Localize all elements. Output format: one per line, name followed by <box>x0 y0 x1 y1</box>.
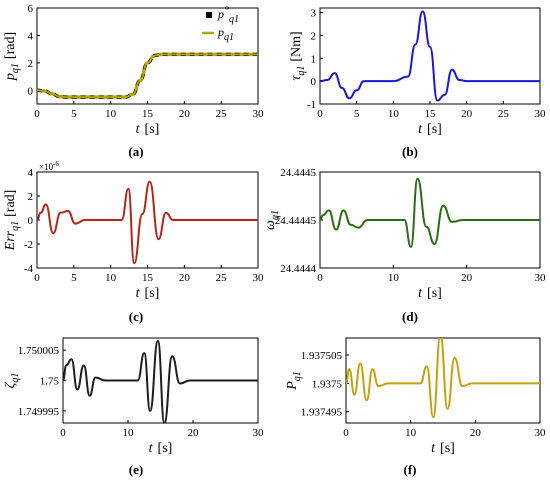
x-tick-label: 0 <box>34 272 40 284</box>
x-axis-label: t [s] <box>418 286 442 301</box>
x-tick-label: 15 <box>425 108 437 120</box>
panel-f: 0 10 20 30 1.937495 1.9375 1.937505 t [s] Pq1 (f) <box>285 337 547 477</box>
y-tick-label: 1.749995 <box>18 406 60 418</box>
x-tick-label: 20 <box>179 272 191 284</box>
series-line <box>320 177 540 248</box>
x-tick-label: 5 <box>71 272 77 284</box>
y-axis-label: ωq1 <box>263 210 281 230</box>
x-tick-label: 10 <box>105 272 117 284</box>
panel-label: (a) <box>128 144 143 159</box>
series-line <box>37 180 258 265</box>
x-axis-label: t [s] <box>136 122 160 137</box>
y-tick-label: 1.9375 <box>312 378 343 390</box>
x-tick-label: 25 <box>498 108 510 120</box>
y-tick-label: -2 <box>24 239 33 251</box>
x-tick-label: 10 <box>105 108 117 120</box>
panel-label: (c) <box>129 309 143 324</box>
y-axis-label: Pq1 <box>285 371 303 391</box>
y-tick-label: 3 <box>311 8 317 20</box>
x-tick-label: 20 <box>179 108 191 120</box>
x-tick-label: 30 <box>535 108 547 120</box>
x-tick-label: 20 <box>470 427 482 439</box>
x-tick-label: 25 <box>216 108 228 120</box>
y-tick-label: 24.4445 <box>280 167 316 179</box>
panel-label: (e) <box>129 462 143 477</box>
panel-label: (b) <box>402 144 418 159</box>
svg-text:τq1[Nm]: τq1[Nm] <box>289 31 307 80</box>
x-axis-label: t [s] <box>418 122 442 137</box>
x-tick-label: 5 <box>71 108 77 120</box>
x-tick-label: 0 <box>317 108 323 120</box>
panel-e: 0 10 20 30 1.749995 1.75 1.750005 t [s] ζq1 (e) <box>3 337 265 477</box>
y-tick-label: 1.937505 <box>301 350 343 362</box>
y-tick-label: 6 <box>28 3 34 15</box>
y-axis-label: Errq1[rad] <box>3 190 21 252</box>
y-axis-label: τq1[Nm] <box>289 31 307 80</box>
x-tick-label: 30 <box>253 272 265 284</box>
y-tick-label: -1 <box>307 99 316 111</box>
legend-marker <box>206 12 212 18</box>
x-tick-label: 30 <box>535 272 547 284</box>
svg-text:ωq1: ωq1 <box>263 210 281 230</box>
panel-label: (d) <box>402 309 418 324</box>
x-tick-label: 20 <box>461 272 473 284</box>
panel-d: 0 10 20 30 24.4444 24.44445 24.4445 t [s] ωq1 (d) <box>263 167 546 324</box>
x-axis-label: t [s] <box>136 286 160 301</box>
y-tick-label: 1.75 <box>40 376 60 388</box>
y-tick-label: 4 <box>28 167 34 179</box>
y-exponent-label: ×10-6 <box>39 160 59 172</box>
x-tick-label: 10 <box>405 427 417 439</box>
x-axis-label: t [s] <box>149 441 173 456</box>
svg-text:Errq1[rad]: Errq1[rad] <box>3 190 21 252</box>
y-tick-label: 1 <box>311 53 317 65</box>
y-tick-label: 2 <box>28 58 34 70</box>
x-tick-label: 30 <box>253 108 265 120</box>
y-axis-label: pq1[rad] <box>3 32 21 81</box>
x-tick-label: 15 <box>142 272 154 284</box>
x-tick-label: 10 <box>388 272 400 284</box>
series-line <box>63 340 258 423</box>
y-tick-label: 2 <box>311 30 317 42</box>
x-tick-label: 0 <box>34 108 40 120</box>
x-tick-label: 10 <box>123 427 135 439</box>
panel-c: 0 5 10 15 20 25 30 -4 -2 0 2 4 t [s] Errq1[rad] ×10-6 (c… <box>3 160 264 324</box>
y-tick-label: 1.937495 <box>301 407 343 419</box>
y-tick-label: 0 <box>311 76 317 88</box>
y-tick-label: 2 <box>28 191 34 203</box>
x-tick-label: 5 <box>354 108 360 120</box>
x-tick-label: 30 <box>535 427 547 439</box>
y-tick-label: 0 <box>28 85 34 97</box>
y-axis-label: ζq1 <box>3 373 21 389</box>
y-tick-label: -4 <box>24 263 34 275</box>
x-tick-label: 10 <box>388 108 400 120</box>
series-line <box>320 10 540 102</box>
x-tick-label: 30 <box>253 427 265 439</box>
y-tick-label: 1.750005 <box>18 345 60 357</box>
x-tick-label: 20 <box>188 427 200 439</box>
svg-text:pq1[rad]: pq1[rad] <box>3 32 21 81</box>
plot-area <box>319 7 541 105</box>
svg-text:ζq1: ζq1 <box>3 373 21 389</box>
x-tick-label: 0 <box>317 272 323 284</box>
y-tick-label: 24.4444 <box>280 263 316 275</box>
x-tick-label: 15 <box>142 108 154 120</box>
legend-label: pq1 <box>217 25 234 43</box>
y-tick-label: 4 <box>28 30 34 42</box>
x-tick-label: 25 <box>216 272 228 284</box>
svg-text:Pq1: Pq1 <box>285 371 303 391</box>
x-tick-label: 20 <box>461 108 473 120</box>
series-line <box>346 338 540 419</box>
x-tick-label: 0 <box>60 427 66 439</box>
y-tick-label: 24.44445 <box>275 215 317 227</box>
y-tick-label: 0 <box>28 215 34 227</box>
series-line <box>37 53 258 99</box>
legend-label: p*q1 <box>217 5 239 25</box>
x-axis-label: t [s] <box>431 441 455 456</box>
panel-label: (f) <box>404 462 417 477</box>
x-tick-label: 0 <box>343 427 349 439</box>
